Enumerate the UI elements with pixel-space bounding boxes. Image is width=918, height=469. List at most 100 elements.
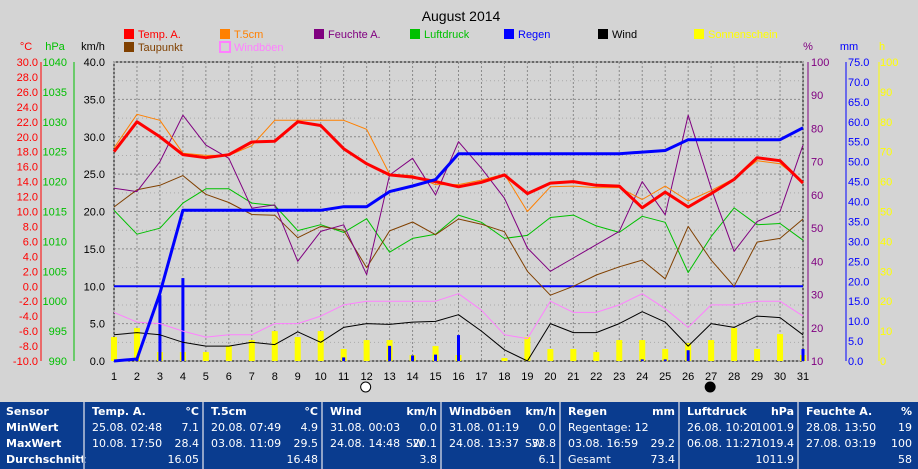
y-tick-label: 30.0 [848,236,869,248]
x-tick-label: 21 [567,371,579,383]
stats-column-separator [440,402,442,469]
sunshine-bar [662,349,669,361]
stats-max-row: 03.08. 16:59 29.2 [568,436,679,452]
stats-max-value: 1019.4 [755,437,795,450]
stats-column-separator [202,402,204,469]
sunshine-bar [708,340,715,361]
x-tick-label: 1 [111,371,117,383]
stats-column-regen: Regen mm Regentage: 12 03.08. 16:59 29.2 Gesa… [568,404,679,468]
stats-min-row: 26.08. 10:20 1001.9 [687,420,798,436]
stats-max-row: 03.08. 11:09 29.5 [211,436,322,452]
legend-label-feuchte-a: Feuchte A. [328,29,381,41]
stats-header: T.5cm °C [211,404,322,420]
y-tick-label: 2.0 [23,266,38,278]
y-tick-label: 10.0 [17,207,38,219]
stats-unit: °C [304,405,318,418]
y-tick-label: 4.0 [23,251,38,263]
stats-column-temp-a: Temp. A. °C 25.08. 02:48 7.1 10.08. 17:50 28.… [92,404,203,468]
x-tick-label: 12 [361,371,373,383]
y-tick-label: 75.0 [848,57,869,69]
y-tick-label: 30.0 [17,57,38,69]
stats-header: Temp. A. °C [92,404,203,420]
stats-min-value: 4.9 [300,421,319,434]
stats-unit: mm [652,405,675,418]
x-tick-label: 14 [406,371,418,383]
sunshine-bar [570,349,577,361]
sunshine-bar [639,340,646,361]
y-tick-label: 40.0 [848,197,869,209]
stats-min-row: 28.08. 13:50 19 [806,420,916,436]
y-tick-label: 50 [880,207,892,219]
stats-column-t-5cm: T.5cm °C 20.08. 07:49 4.9 03.08. 11:09 29.5 16… [211,404,322,468]
stats-sensor-name: T.5cm [211,405,247,418]
y-tick-label: 60 [880,177,892,189]
y-tick-label: 20.0 [848,276,869,288]
x-tick-label: 17 [475,371,487,383]
sunshine-bar [524,337,531,361]
stats-max-value: 20.1 [412,437,438,450]
stats-max-time: 03.08. 16:59 [568,437,639,450]
stats-min-time: 20.08. 07:49 [211,421,282,434]
daily-rain-bar [663,359,667,361]
y-tick-label: 60 [811,190,823,202]
x-tick-label: 8 [272,371,278,383]
stats-sensor-name: Regen [568,405,608,418]
x-tick-label: 24 [636,371,648,383]
legend-swatch-temp-a [124,29,134,39]
legend-label-t-5cm: T.5cm [234,29,263,41]
stats-max-value: 29.2 [650,437,676,450]
sunshine-bar [754,349,761,361]
stats-avg-value: 16.05 [167,453,200,466]
y-tick-label: 40 [811,256,823,268]
daily-rain-bar [686,350,690,361]
y-tick-label: 20.0 [84,207,105,219]
stats-min-row: 31.08. 00:03 0.0 [330,420,441,436]
y-tick-label: 10 [880,326,892,338]
x-tick-label: 25 [659,371,671,383]
stats-avg-value: 6.1 [538,453,557,466]
sunshine-bar [547,349,554,361]
sunshine-bar [271,331,278,361]
axis-unit-label: h [879,41,885,53]
new-moon-icon [704,381,716,393]
stats-avg-value: 16.48 [286,453,319,466]
stats-min-row: 25.08. 02:48 7.1 [92,420,203,436]
y-tick-label: 10.0 [84,281,105,293]
stats-max-value: 100 [891,437,912,450]
stats-min-row: 20.08. 07:49 4.9 [211,420,322,436]
stats-max-time: 10.08. 17:50 [92,437,163,450]
stats-unit: hPa [770,405,794,418]
y-tick-label: 8.0 [23,221,38,233]
sunshine-bar [202,352,209,361]
stats-unit: km/h [525,405,556,418]
stats-max-value: 33.8 [531,437,557,450]
y-tick-label: 24.0 [17,102,38,114]
stats-header: Regen mm [568,404,679,420]
y-tick-label: 995 [49,326,67,338]
stats-avg-value: 73.4 [650,453,676,466]
x-tick-label: 2 [134,371,140,383]
stats-sensor-name: Feuchte A. [806,405,873,418]
stats-unit: °C [185,405,199,418]
x-tick-label: 7 [249,371,255,383]
stats-max-time: 03.08. 11:09 [211,437,282,450]
legend-swatch-luftdruck [410,29,420,39]
sunshine-bar [317,331,324,361]
legend-swatch-windb-en [219,41,231,53]
stats-min-value: 1001.9 [755,421,795,434]
y-tick-label: 30.0 [84,132,105,144]
sunshine-bar [340,349,347,361]
axis-unit-label: °C [20,41,32,53]
daily-rain-bar [158,295,162,361]
legend-label-sonnenschein: Sonnenschein [708,29,778,41]
y-tick-label: 14.0 [17,177,38,189]
y-tick-label: 1035 [43,87,67,99]
series-line-windb-en [113,293,804,340]
stats-column-feuchte-a: Feuchte A.% 28.08. 13:50 19 27.08. 03:19 100… [806,404,916,468]
y-tick-label: 1010 [43,236,67,248]
chart-title: August 2014 [422,8,501,24]
stats-avg-row: 16.48 [211,452,322,468]
stats-max-value: 28.4 [174,437,200,450]
stats-avg-row: 3.8 [330,452,441,468]
stats-max-direction: SW [406,437,424,450]
